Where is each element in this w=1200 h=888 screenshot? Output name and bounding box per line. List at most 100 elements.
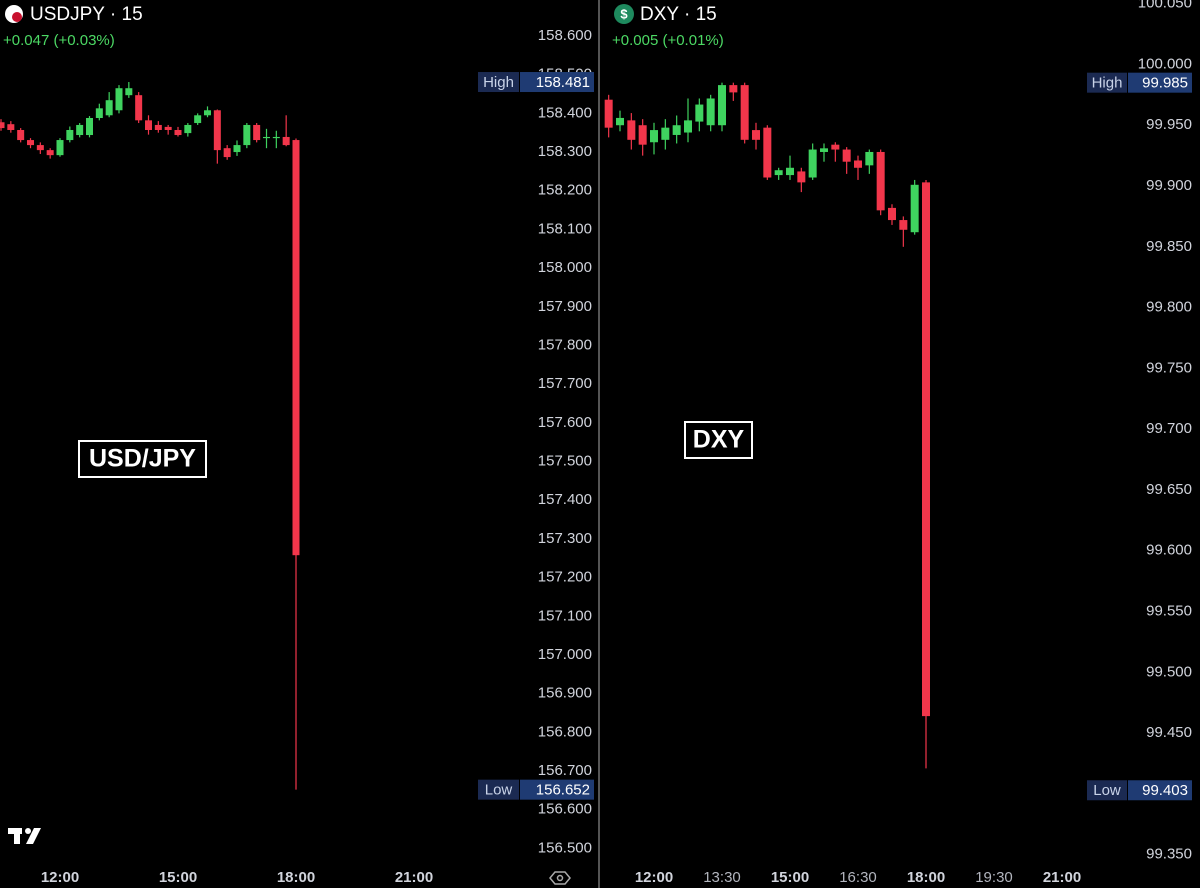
y-tick-label: 156.800 (538, 723, 592, 740)
candle-body (282, 136, 290, 146)
price-marker-label: Low (485, 782, 513, 799)
candle-body (616, 117, 624, 126)
candle-body (627, 120, 636, 140)
candle-body (76, 124, 84, 136)
candle-body (876, 151, 885, 211)
y-tick-label: 157.000 (538, 646, 592, 663)
price-marker-tag (478, 72, 519, 93)
y-tick-label: 99.550 (1146, 603, 1192, 620)
price-marker-box (520, 779, 594, 800)
price-marker-value: 99.403 (1142, 782, 1188, 799)
candle-body (888, 207, 896, 221)
y-tick-label: 99.750 (1146, 359, 1192, 376)
y-tick-label: 157.700 (538, 375, 592, 392)
candle-body (718, 85, 726, 126)
candle-body (910, 184, 919, 233)
candle-body (865, 151, 874, 166)
candle-body (27, 140, 34, 146)
candle-body (763, 127, 772, 178)
candle-body (204, 110, 211, 116)
x-tick-label: 16:30 (839, 869, 877, 886)
y-tick-label: 99.700 (1146, 420, 1192, 437)
candle-body (729, 85, 738, 93)
price-marker-tag (1087, 72, 1127, 93)
x-tick-label: 18:00 (907, 869, 945, 886)
x-tick-label: 12:00 (635, 869, 673, 886)
y-tick-label: 99.800 (1146, 299, 1192, 316)
price-marker-tag (1087, 780, 1127, 801)
candle-body (0, 122, 5, 129)
y-tick-label: 157.300 (538, 530, 592, 547)
y-tick-label: 157.800 (538, 336, 592, 353)
y-tick-label: 157.400 (538, 491, 592, 508)
candle-body (774, 170, 783, 176)
x-tick-label: 21:00 (395, 869, 433, 886)
dollar-icon (614, 4, 634, 24)
y-tick-label: 156.600 (538, 801, 592, 818)
y-tick-label: 157.200 (538, 569, 592, 586)
candle-body (105, 100, 113, 116)
candle-body (638, 125, 647, 145)
y-tick-label: 99.900 (1146, 177, 1192, 194)
candle-body (695, 104, 704, 122)
candle-body (184, 124, 192, 134)
symbol-title: USDJPY · 15 (30, 4, 143, 25)
y-tick-label: 156.900 (538, 685, 592, 702)
candle-body (272, 136, 280, 139)
candle-body (95, 108, 103, 119)
candle-body (786, 167, 794, 176)
x-tick-label: 15:00 (771, 869, 809, 886)
candle-body (56, 140, 64, 156)
price-marker-label: High (483, 74, 514, 91)
candle-body (752, 130, 760, 140)
x-tick-label: 18:00 (277, 869, 315, 886)
annotation-box (78, 440, 207, 478)
candle-body (899, 220, 908, 230)
price-marker-tag (478, 779, 519, 800)
candle-body (650, 130, 658, 143)
dollar-icon-glyph: $ (620, 6, 628, 21)
candle-body (17, 129, 25, 141)
candle-body (86, 118, 93, 136)
candle-body (661, 127, 670, 140)
settings-icon[interactable] (549, 871, 571, 885)
x-tick-label: 15:00 (159, 869, 197, 886)
y-tick-label: 157.100 (538, 607, 592, 624)
y-tick-label: 99.600 (1146, 542, 1192, 559)
y-tick-label: 156.500 (538, 839, 592, 856)
price-marker-value: 156.652 (536, 782, 590, 799)
jpy-flag-dot (12, 12, 22, 22)
price-change: +0.047 (+0.03%) (3, 32, 115, 49)
annotation: USD/JPY (89, 445, 196, 473)
candle-body (145, 120, 152, 130)
price-marker-value: 158.481 (536, 74, 590, 91)
y-tick-label: 99.650 (1146, 481, 1192, 498)
candle-body (243, 124, 251, 146)
price-marker-box (1128, 780, 1192, 801)
price-marker-box (1128, 72, 1192, 93)
tradingview-logo (8, 828, 41, 844)
candle-body (194, 115, 202, 124)
candle-body (740, 85, 749, 140)
y-tick-label: 158.100 (538, 220, 592, 237)
candle-body (808, 149, 817, 178)
price-change: +0.005 (+0.01%) (612, 32, 724, 49)
y-tick-label: 99.500 (1146, 663, 1192, 680)
price-marker-value: 99.985 (1142, 75, 1188, 92)
candle-body (706, 98, 715, 126)
candle-body (253, 124, 261, 141)
candle-body (36, 145, 44, 151)
y-tick-label: 158.400 (538, 104, 592, 121)
candle-body (820, 148, 828, 152)
candle-body (854, 160, 862, 168)
y-tick-label: 157.900 (538, 298, 592, 315)
candle-body (831, 144, 840, 150)
symbol-title: DXY · 15 (640, 4, 717, 25)
candle-body (684, 120, 692, 133)
candle-body (46, 150, 54, 156)
y-tick-label: 157.500 (538, 453, 592, 470)
settings-icon-center (556, 874, 564, 882)
candle-body (292, 140, 300, 556)
y-tick-label: 99.350 (1146, 846, 1192, 863)
